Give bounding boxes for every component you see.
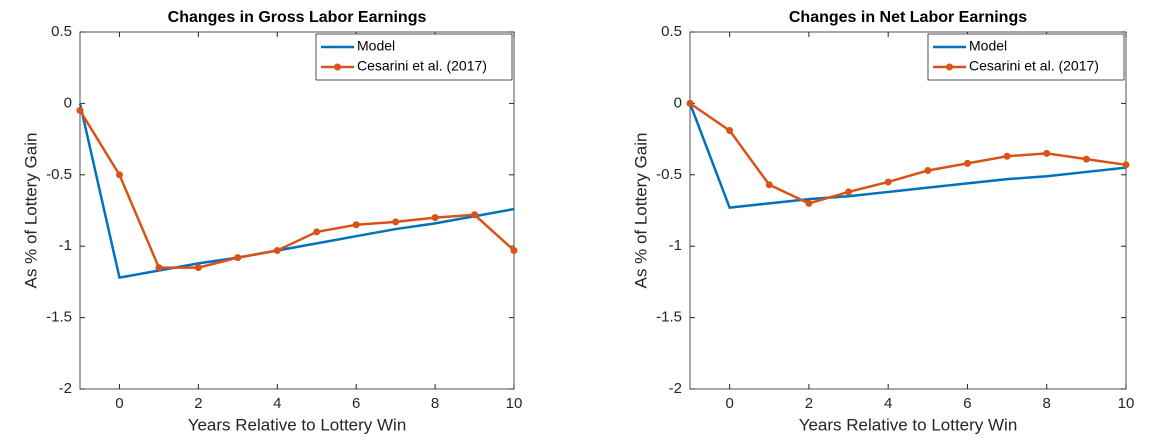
y-tick-label: -1 <box>59 237 72 254</box>
legend-marker <box>334 63 341 71</box>
point <box>234 254 242 262</box>
y-tick-label: -1.5 <box>656 309 682 326</box>
point <box>155 264 163 272</box>
x-axis-label: Years Relative to Lottery Win <box>188 415 407 434</box>
y-tick-label: 0.5 <box>661 23 682 40</box>
legend-label: Model <box>969 38 1007 54</box>
point <box>313 228 321 236</box>
point <box>1082 155 1090 163</box>
point <box>1043 149 1051 157</box>
point <box>76 107 84 115</box>
chart-title: Changes in Gross Labor Earnings <box>168 9 427 26</box>
axes-box <box>79 31 515 390</box>
x-tick-label: 0 <box>115 395 123 412</box>
x-tick-label: 4 <box>884 395 892 412</box>
point <box>431 214 439 222</box>
point <box>1003 152 1011 160</box>
point <box>726 127 734 135</box>
legend-label: Cesarini et al. (2017) <box>969 58 1099 74</box>
y-tick-label: -1.5 <box>46 309 72 326</box>
point <box>884 178 892 186</box>
x-tick-label: 6 <box>963 395 971 412</box>
y-tick-label: 0.5 <box>51 23 72 40</box>
y-tick-label: -0.5 <box>46 166 72 183</box>
series-line <box>688 102 1127 209</box>
y-tick-label: -2 <box>59 380 72 397</box>
x-tick-label: 6 <box>352 395 360 412</box>
chart-title: Changes in Net Labor Earnings <box>789 9 1027 26</box>
axes-box <box>689 31 1127 390</box>
legend-label: Model <box>357 38 395 54</box>
x-tick-label: 8 <box>1043 395 1051 412</box>
point <box>115 171 123 179</box>
x-axis-label: Years Relative to Lottery Win <box>799 415 1018 434</box>
point <box>471 211 479 219</box>
legend-box <box>927 33 1125 81</box>
y-tick-label: -2 <box>669 380 682 397</box>
point <box>963 159 971 167</box>
legend-label: Cesarini et al. (2017) <box>357 58 487 74</box>
point <box>686 99 694 107</box>
x-tick-label: 8 <box>431 395 439 412</box>
legend-box <box>315 33 513 81</box>
y-tick-label: 0 <box>674 94 682 111</box>
series-line <box>689 102 1127 205</box>
point <box>805 199 813 207</box>
x-tick-label: 10 <box>1118 395 1135 412</box>
x-tick-label: 2 <box>805 395 813 412</box>
x-tick-label: 0 <box>725 395 733 412</box>
y-axis-label: As % of Lottery Gain <box>21 133 40 289</box>
x-tick-label: 4 <box>273 395 281 412</box>
point <box>510 246 518 254</box>
legend-marker <box>946 63 953 71</box>
point <box>924 167 932 175</box>
point <box>273 246 281 254</box>
y-axis-label: As % of Lottery Gain <box>631 133 650 289</box>
x-tick-label: 2 <box>194 395 202 412</box>
point <box>194 264 202 272</box>
x-tick-label: 10 <box>506 395 523 412</box>
series-line <box>78 103 515 280</box>
y-tick-label: 0 <box>64 94 72 111</box>
point <box>392 218 400 226</box>
point <box>352 221 360 229</box>
y-tick-label: -0.5 <box>656 166 682 183</box>
series-line <box>78 109 515 269</box>
y-tick-label: -1 <box>669 237 682 254</box>
point <box>765 181 773 189</box>
point <box>845 188 853 196</box>
point <box>1122 161 1130 169</box>
